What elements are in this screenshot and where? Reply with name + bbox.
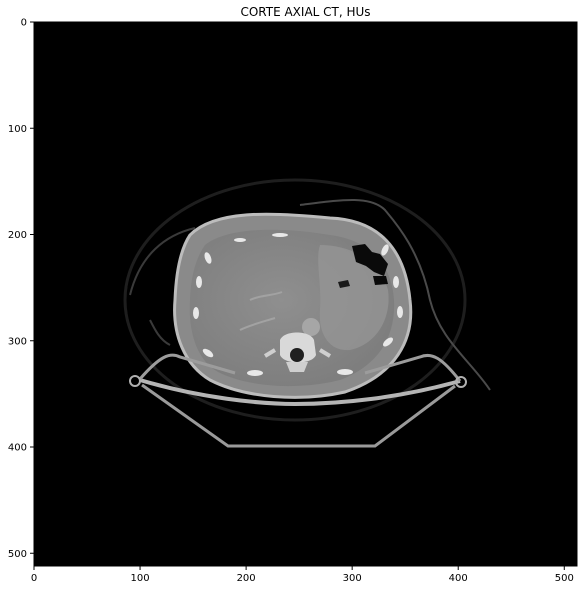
x-tick-label: 300 [343,573,362,584]
x-tick-label: 100 [131,573,150,584]
y-tick-label: 100 [8,124,27,135]
y-tick-label: 400 [8,443,27,454]
y-tick-label: 0 [21,18,27,29]
x-tick-label: 400 [449,573,468,584]
plot-title: CORTE AXIAL CT, HUs [240,5,371,19]
y-axis: 0 100 200 300 400 500 [8,18,34,560]
y-tick-label: 300 [8,336,27,347]
vertebra [263,332,332,372]
x-axis: 0 100 200 300 400 500 [31,566,574,584]
y-tick-label: 200 [8,230,27,241]
axes-frame [33,21,578,567]
y-tick-label: 500 [8,549,27,560]
x-tick-label: 500 [555,573,574,584]
ct-table [129,353,467,448]
x-tick-label: 0 [31,573,37,584]
x-tick-label: 200 [237,573,256,584]
ribs [193,233,403,376]
ct-image [34,22,577,566]
gas-pocket [352,244,388,276]
